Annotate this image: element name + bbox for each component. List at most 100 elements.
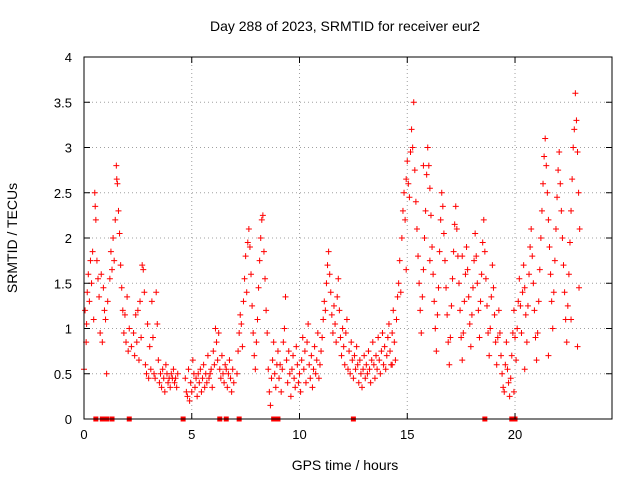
data-point: [222, 361, 229, 368]
data-point: [551, 257, 558, 264]
data-point: [357, 370, 364, 377]
data-point: [469, 284, 476, 291]
data-point: [264, 330, 271, 337]
data-point: [156, 379, 163, 386]
data-point: [84, 289, 91, 296]
data-point: [265, 366, 272, 373]
data-point: [282, 293, 289, 300]
data-point: [446, 361, 453, 368]
data-point: [408, 126, 415, 133]
data-point: [280, 339, 287, 346]
data-point: [133, 339, 140, 346]
data-point: [484, 302, 491, 309]
data-point: [100, 284, 107, 291]
data-point: [418, 330, 425, 337]
data-point: [473, 253, 480, 260]
data-point: [223, 366, 230, 373]
data-point: [436, 248, 443, 255]
data-point: [355, 379, 362, 386]
data-point: [480, 216, 487, 223]
data-point: [535, 298, 542, 305]
data-point: [486, 352, 493, 359]
data-point: [350, 375, 357, 382]
data-point: [209, 384, 216, 391]
data-point: [537, 235, 544, 241]
data-point: [409, 144, 416, 151]
data-point: [467, 343, 474, 350]
data-point: [210, 348, 217, 355]
data-point: [575, 189, 582, 196]
data-point: [110, 235, 117, 241]
data-point: [253, 339, 260, 346]
data-point: [359, 384, 366, 391]
data-point: [405, 180, 412, 187]
data-point: [211, 361, 218, 368]
data-point: [432, 325, 439, 332]
data-point: [330, 302, 337, 309]
data-point: [560, 262, 567, 269]
data-point: [294, 361, 301, 368]
data-point: [412, 198, 419, 205]
data-point: [572, 90, 579, 97]
data-point: [573, 117, 580, 124]
data-point: [370, 361, 377, 368]
data-point: [565, 271, 572, 278]
data-point: [266, 388, 273, 395]
data-point: [461, 298, 468, 305]
data-point: [402, 216, 409, 223]
data-point: [416, 280, 423, 287]
data-point: [392, 357, 399, 364]
data-point: [538, 207, 545, 214]
data-point: [337, 334, 344, 341]
data-point: [134, 307, 141, 314]
x-tick-label: 0: [80, 427, 87, 442]
data-point: [241, 275, 248, 282]
data-point: [300, 366, 307, 373]
data-point: [226, 357, 233, 364]
data-point: [445, 339, 452, 346]
data-point: [434, 311, 441, 318]
data-point: [112, 216, 119, 223]
data-point: [257, 235, 264, 241]
data-point: [117, 262, 124, 269]
data-point: [310, 366, 317, 373]
data-point: [555, 167, 562, 174]
data-point: [243, 289, 250, 296]
data-point: [268, 375, 275, 382]
data-point: [160, 375, 167, 382]
data-point: [460, 330, 467, 337]
data-point: [566, 239, 573, 246]
data-point: [259, 212, 266, 219]
data-point: [255, 284, 262, 291]
y-tick-label: 3: [65, 141, 72, 156]
data-point: [477, 298, 484, 305]
data-point: [286, 370, 293, 377]
data-point: [510, 388, 517, 395]
data-point: [420, 162, 427, 169]
data-point: [318, 348, 325, 355]
data-point: [499, 370, 506, 377]
data-point: [346, 348, 353, 355]
data-point: [214, 357, 221, 364]
data-point: [89, 248, 96, 255]
data-point: [429, 244, 436, 251]
data-point: [502, 361, 509, 368]
data-point: [482, 275, 489, 282]
data-point: [248, 271, 255, 278]
y-tick-label: 2: [65, 231, 72, 246]
data-point: [389, 361, 396, 368]
data-point: [145, 375, 152, 382]
data-point: [188, 388, 195, 395]
data-point: [443, 284, 450, 291]
data-point: [362, 375, 369, 382]
data-point: [349, 357, 356, 364]
data-point: [101, 307, 108, 314]
x-axis-label: GPS time / hours: [292, 457, 399, 473]
data-point: [458, 334, 465, 341]
data-point: [478, 271, 485, 278]
data-point: [235, 348, 242, 355]
data-point: [345, 366, 351, 373]
data-point: [487, 325, 494, 332]
data-point: [574, 149, 581, 156]
